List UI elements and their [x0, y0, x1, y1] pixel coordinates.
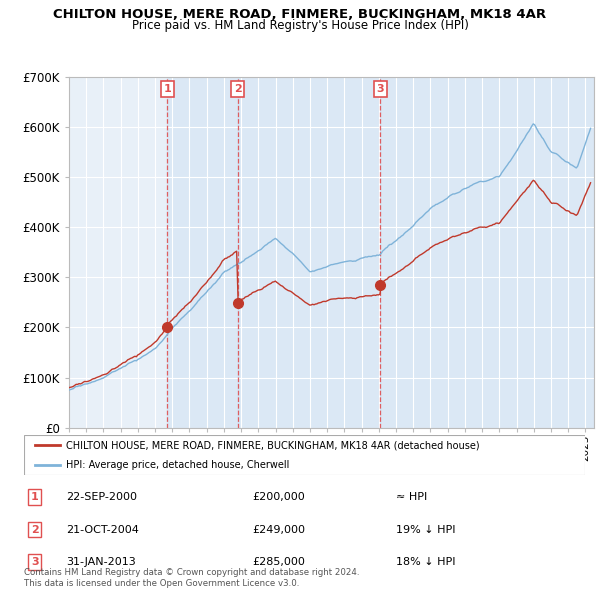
Text: 2: 2: [31, 525, 38, 535]
Text: 1: 1: [31, 492, 38, 502]
Text: CHILTON HOUSE, MERE ROAD, FINMERE, BUCKINGHAM, MK18 4AR (detached house): CHILTON HOUSE, MERE ROAD, FINMERE, BUCKI…: [66, 440, 480, 450]
Text: 1: 1: [164, 84, 172, 94]
Text: 22-SEP-2000: 22-SEP-2000: [66, 492, 137, 502]
Text: 18% ↓ HPI: 18% ↓ HPI: [396, 557, 455, 567]
Text: CHILTON HOUSE, MERE ROAD, FINMERE, BUCKINGHAM, MK18 4AR: CHILTON HOUSE, MERE ROAD, FINMERE, BUCKI…: [53, 8, 547, 21]
Text: 2: 2: [234, 84, 242, 94]
Text: ≈ HPI: ≈ HPI: [396, 492, 427, 502]
Bar: [238, 77, 380, 428]
Text: 31-JAN-2013: 31-JAN-2013: [66, 557, 136, 567]
Text: Contains HM Land Registry data © Crown copyright and database right 2024.
This d: Contains HM Land Registry data © Crown c…: [24, 568, 359, 588]
Text: 3: 3: [31, 557, 38, 567]
Text: £200,000: £200,000: [252, 492, 305, 502]
Text: Price paid vs. HM Land Registry's House Price Index (HPI): Price paid vs. HM Land Registry's House …: [131, 19, 469, 32]
Text: £249,000: £249,000: [252, 525, 305, 535]
Bar: [167, 77, 238, 428]
Text: £285,000: £285,000: [252, 557, 305, 567]
Bar: [380, 77, 594, 428]
Text: 19% ↓ HPI: 19% ↓ HPI: [396, 525, 455, 535]
Text: 3: 3: [376, 84, 384, 94]
Text: 21-OCT-2004: 21-OCT-2004: [66, 525, 139, 535]
Text: HPI: Average price, detached house, Cherwell: HPI: Average price, detached house, Cher…: [66, 460, 289, 470]
